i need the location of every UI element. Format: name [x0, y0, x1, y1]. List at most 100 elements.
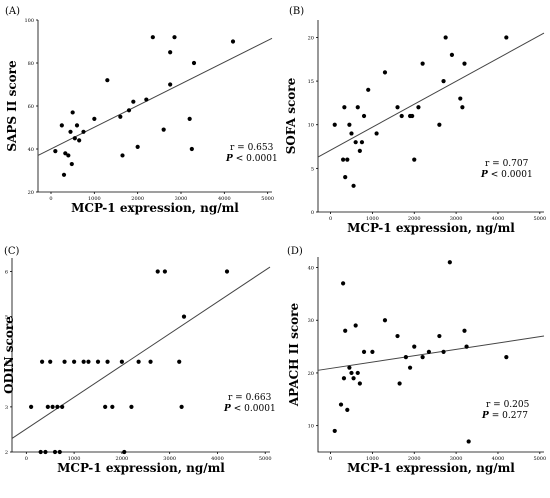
data-point: [66, 153, 71, 158]
x-tick-label: 2000: [131, 196, 144, 202]
regression-line: [11, 266, 271, 439]
data-point: [353, 323, 358, 328]
x-axis-label: MCP-1 expression, ng/ml: [347, 461, 515, 475]
data-point: [135, 144, 140, 149]
x-tick-label: 5000: [259, 456, 272, 462]
data-point: [118, 114, 123, 119]
data-point: [60, 404, 65, 409]
data-point: [370, 349, 375, 354]
data-point: [355, 105, 360, 110]
data-point: [437, 122, 442, 127]
data-point: [466, 439, 471, 444]
data-point: [347, 122, 352, 127]
data-point: [95, 359, 101, 364]
data-point: [105, 359, 110, 364]
y-tick-label: 20: [28, 190, 34, 196]
data-point: [189, 146, 194, 152]
data-point: [441, 349, 446, 354]
data-point: [382, 70, 388, 75]
x-axis-label: MCP-1 expression, ng/ml: [57, 461, 225, 475]
data-point: [382, 318, 388, 323]
data-point: [458, 96, 463, 101]
y-tick-label: 20: [308, 35, 314, 41]
y-tick-label: 15: [308, 79, 314, 85]
data-point: [437, 333, 442, 339]
data-point: [110, 404, 115, 409]
data-point: [460, 105, 465, 110]
data-point: [342, 105, 347, 110]
data-point: [351, 183, 356, 188]
x-tick-label: 3000: [450, 456, 463, 462]
data-point: [366, 87, 371, 92]
data-point: [359, 140, 365, 145]
x-tick-label: 5000: [533, 456, 546, 462]
y-tick-label: 60: [28, 104, 34, 110]
y-tick-label: 100: [24, 18, 34, 24]
data-point: [181, 314, 187, 319]
data-point: [426, 349, 432, 354]
data-point: [412, 157, 417, 162]
panel-label: (C): [4, 246, 20, 257]
data-point: [69, 161, 74, 167]
data-point: [172, 35, 177, 40]
x-tick-label: 0: [329, 216, 332, 222]
regression-line: [37, 37, 273, 156]
data-point: [341, 281, 346, 286]
data-point: [441, 78, 446, 84]
panel-b: (B) 0 1000 2000 3000 4000 5000 0 5 10 15 20 SOFA sco…: [284, 6, 546, 235]
data-point: [351, 376, 356, 381]
data-point: [72, 359, 77, 364]
y-tick-label: 4: [5, 360, 8, 366]
data-point: [72, 136, 77, 141]
x-tick-label: 4000: [492, 456, 505, 462]
data-point: [177, 359, 182, 364]
regression-line: [317, 335, 545, 371]
data-point: [504, 355, 509, 360]
data-point: [81, 359, 86, 364]
data-point: [148, 359, 153, 364]
data-point: [416, 105, 421, 110]
data-point: [343, 174, 348, 180]
data-point: [420, 61, 425, 66]
data-point: [61, 172, 67, 177]
y-tick-label: 3: [5, 405, 8, 411]
data-point: [447, 260, 452, 265]
x-tick-label: 1000: [68, 456, 81, 462]
y-tick-label: 30: [308, 318, 314, 324]
data-point: [62, 359, 67, 364]
stat-p-label: P: [480, 170, 488, 180]
data-point: [168, 50, 173, 55]
x-tick-label: 5000: [261, 196, 274, 202]
y-axis-label: SOFA score: [284, 77, 298, 154]
data-point: [403, 355, 408, 360]
data-point: [462, 61, 467, 66]
data-point: [412, 344, 417, 349]
data-point: [374, 131, 379, 136]
data-point: [77, 138, 82, 143]
stat-p-label: P: [223, 404, 231, 414]
data-point: [462, 328, 467, 333]
data-point: [341, 157, 346, 162]
y-tick-label: 10: [308, 424, 314, 430]
x-tick-label: 0: [329, 456, 332, 462]
data-point: [119, 359, 124, 364]
data-point: [43, 449, 48, 455]
y-tick-label: 6: [5, 270, 8, 276]
stat-r: r = 0.653: [230, 143, 274, 153]
regression-line: [317, 32, 545, 158]
data-point: [191, 60, 197, 66]
data-point: [420, 355, 425, 360]
data-point: [355, 370, 360, 376]
x-axis-label: MCP-1 expression, ng/ml: [71, 201, 239, 215]
data-point: [449, 52, 455, 58]
x-tick-label: 1000: [366, 216, 379, 222]
data-point: [59, 123, 64, 128]
stat-r: r = 0.707: [485, 159, 529, 169]
data-point: [38, 449, 43, 455]
stat-p: P < 0.0001: [223, 404, 276, 414]
data-point: [86, 359, 91, 364]
y-axis-label: APACH II score: [287, 303, 301, 408]
data-point: [343, 328, 348, 333]
y-tick-label: 0: [311, 210, 314, 216]
